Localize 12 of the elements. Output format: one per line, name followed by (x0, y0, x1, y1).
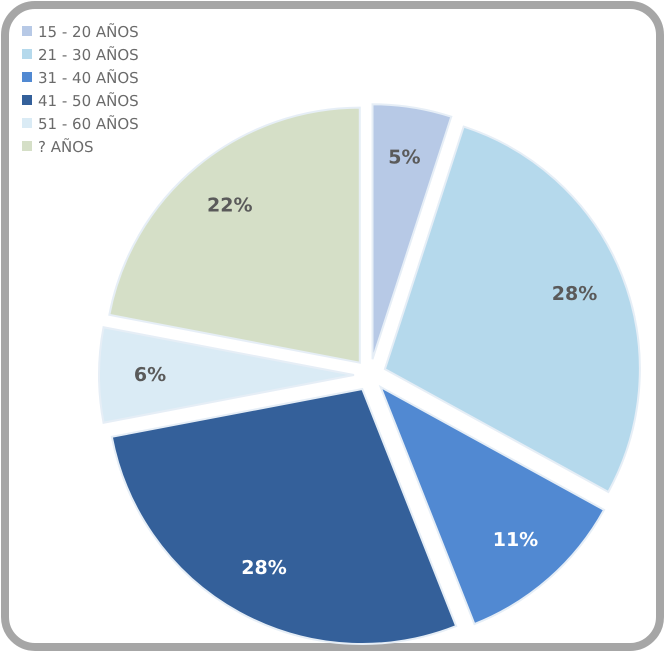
legend-label: 15 - 20 AÑOS (38, 23, 139, 41)
data-label: 22% (207, 194, 253, 216)
data-label: 28% (552, 283, 598, 306)
data-label: 11% (492, 529, 538, 552)
data-label: 6% (134, 364, 166, 386)
legend-label: 41 - 50 AÑOS (38, 92, 139, 110)
legend-label: 51 - 60 AÑOS (38, 115, 139, 133)
legend-label: 21 - 30 AÑOS (38, 46, 139, 64)
legend-label: ? AÑOS (38, 138, 94, 156)
legend-label: 31 - 40 AÑOS (38, 69, 139, 87)
data-label: 5% (388, 146, 421, 169)
data-label: 28% (241, 556, 287, 579)
